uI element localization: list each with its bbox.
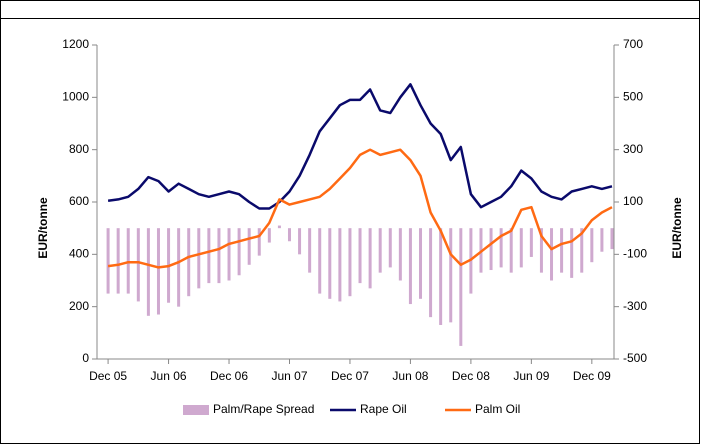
y-tick-label: 1200 — [62, 37, 89, 51]
y-tick-label: 800 — [69, 142, 89, 156]
legend-label: Palm Oil — [475, 402, 520, 416]
x-tick-label: Jun 08 — [392, 369, 428, 383]
x-tick-label: Dec 09 — [573, 369, 611, 383]
spread-bar — [318, 228, 322, 294]
spread-bar — [227, 228, 231, 281]
spread-bar — [419, 228, 423, 299]
spread-bar — [378, 228, 382, 273]
spread-bar — [368, 228, 372, 289]
y-tick-label: 600 — [69, 194, 89, 208]
spread-bar — [590, 228, 594, 263]
x-tick-label: Dec 06 — [210, 369, 248, 383]
spread-bar — [439, 228, 443, 325]
spread-bar — [580, 228, 584, 273]
x-tick-label: Jun 06 — [151, 369, 187, 383]
spread-bar — [338, 228, 342, 302]
spread-bar — [277, 225, 281, 229]
x-tick-label: Dec 08 — [452, 369, 490, 383]
y2-tick-label: -500 — [623, 351, 647, 365]
spread-bar — [187, 228, 191, 297]
spread-bar — [358, 228, 362, 284]
series-line — [107, 148, 613, 269]
y-axis-label: EUR/tonne — [36, 197, 50, 259]
spread-bar — [308, 228, 312, 273]
spread-bar — [398, 228, 402, 281]
spread-bar — [449, 228, 453, 323]
spread-bar — [217, 228, 221, 284]
spread-bar — [429, 228, 433, 318]
spread-bar — [610, 228, 614, 250]
spread-bar — [156, 228, 160, 315]
y-tick-label: 400 — [69, 247, 89, 261]
spread-bar — [348, 228, 352, 297]
y2-tick-label: 300 — [623, 142, 643, 156]
spread-bar — [257, 228, 261, 256]
spread-bar — [106, 228, 110, 294]
spread-bar — [328, 228, 332, 299]
spread-bar — [519, 228, 523, 268]
x-tick-label: Jun 07 — [271, 369, 307, 383]
x-tick-label: Dec 07 — [331, 369, 369, 383]
legend-label: Rape Oil — [360, 402, 407, 416]
y2-tick-label: 500 — [623, 90, 643, 104]
spread-bar — [207, 228, 211, 284]
y2-tick-label: 100 — [623, 194, 643, 208]
y-tick-label: 0 — [82, 351, 89, 365]
spread-bar — [177, 228, 181, 307]
series-line — [107, 83, 613, 210]
spread-bar — [267, 228, 271, 243]
spread-bar — [539, 228, 543, 273]
spread-bar — [197, 228, 201, 289]
spread-bar — [600, 228, 604, 252]
spread-bar — [408, 228, 412, 305]
spread-bar — [247, 228, 251, 265]
spread-bar — [126, 228, 130, 294]
spread-bar — [287, 228, 291, 242]
y2-tick-label: 700 — [623, 37, 643, 51]
spread-bar — [116, 228, 120, 294]
spread-bar — [560, 228, 564, 273]
spread-bar — [499, 228, 503, 268]
spread-bar — [550, 228, 554, 281]
legend-swatch — [183, 405, 209, 415]
x-tick-label: Jun 09 — [513, 369, 549, 383]
spread-bar — [570, 228, 574, 278]
spread-bar — [459, 228, 463, 346]
spread-bar — [529, 228, 533, 257]
spread-bar — [136, 228, 140, 302]
spread-bar — [388, 228, 392, 268]
x-tick-label: Dec 05 — [89, 369, 127, 383]
spread-bar — [489, 228, 493, 271]
y2-axis-label: EUR/tonne — [670, 197, 684, 259]
y2-tick-label: -100 — [623, 247, 647, 261]
spread-bar — [146, 228, 150, 316]
y2-tick-label: -300 — [623, 299, 647, 313]
spread-bar — [298, 228, 302, 255]
y-tick-label: 200 — [69, 299, 89, 313]
spread-bar — [237, 228, 241, 276]
y-tick-label: 1000 — [62, 90, 89, 104]
spread-bar — [509, 228, 513, 273]
legend-label: Palm/Rape Spread — [213, 402, 314, 416]
